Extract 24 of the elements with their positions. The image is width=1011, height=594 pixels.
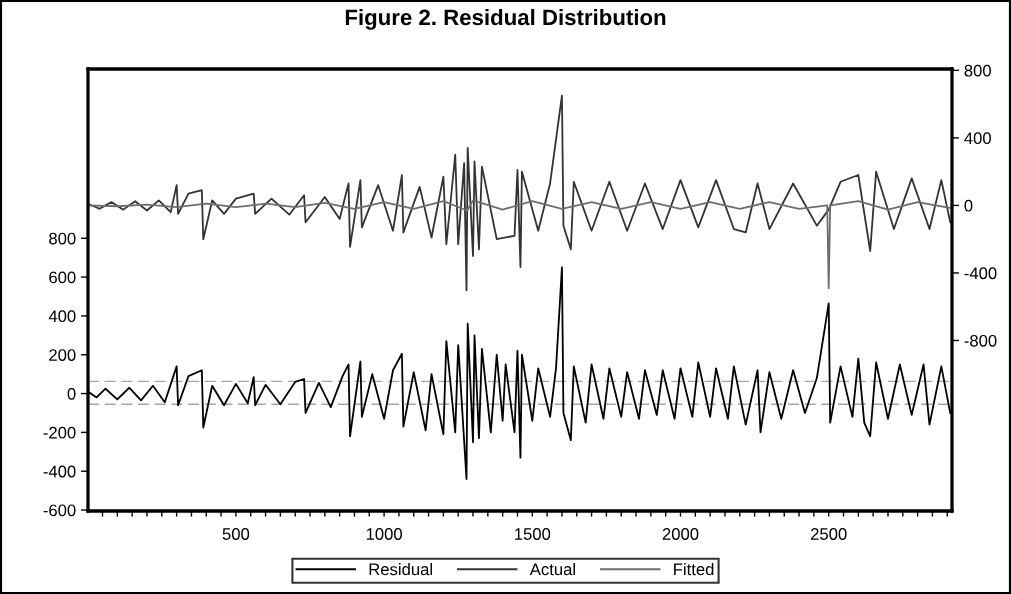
- chart-title: Figure 2. Residual Distribution: [345, 8, 666, 30]
- line-series: [88, 199, 952, 290]
- y2-tick-label: 0: [964, 199, 973, 212]
- y2-tick-label: 800: [964, 64, 991, 77]
- y2-tick-label: -800: [964, 334, 997, 347]
- y2-tick-label: 400: [964, 132, 991, 145]
- y-tick-label: 400: [48, 310, 76, 323]
- x-tick-label: 1500: [515, 528, 551, 540]
- y-tick-label: 200: [49, 349, 76, 361]
- x-tick-label: 1000: [366, 528, 402, 540]
- y-tick-label: -200: [43, 426, 76, 439]
- legend-label: Actual: [529, 562, 575, 576]
- x-tick-label: 2000: [662, 528, 699, 540]
- x-tick-label: 2500: [811, 528, 847, 540]
- y-tick-label: -400: [43, 465, 76, 478]
- y-tick-label: 800: [49, 232, 76, 245]
- legend-label: Residual: [369, 562, 432, 576]
- y2-tick-label: -400: [964, 267, 997, 280]
- y-tick-label: -600: [43, 504, 76, 517]
- line-series: [88, 94, 952, 292]
- y-tick-label: 0: [67, 387, 76, 400]
- legend-label: Fitted: [674, 562, 714, 576]
- y-tick-label: 600: [49, 271, 76, 284]
- x-tick-label: 500: [222, 528, 250, 540]
